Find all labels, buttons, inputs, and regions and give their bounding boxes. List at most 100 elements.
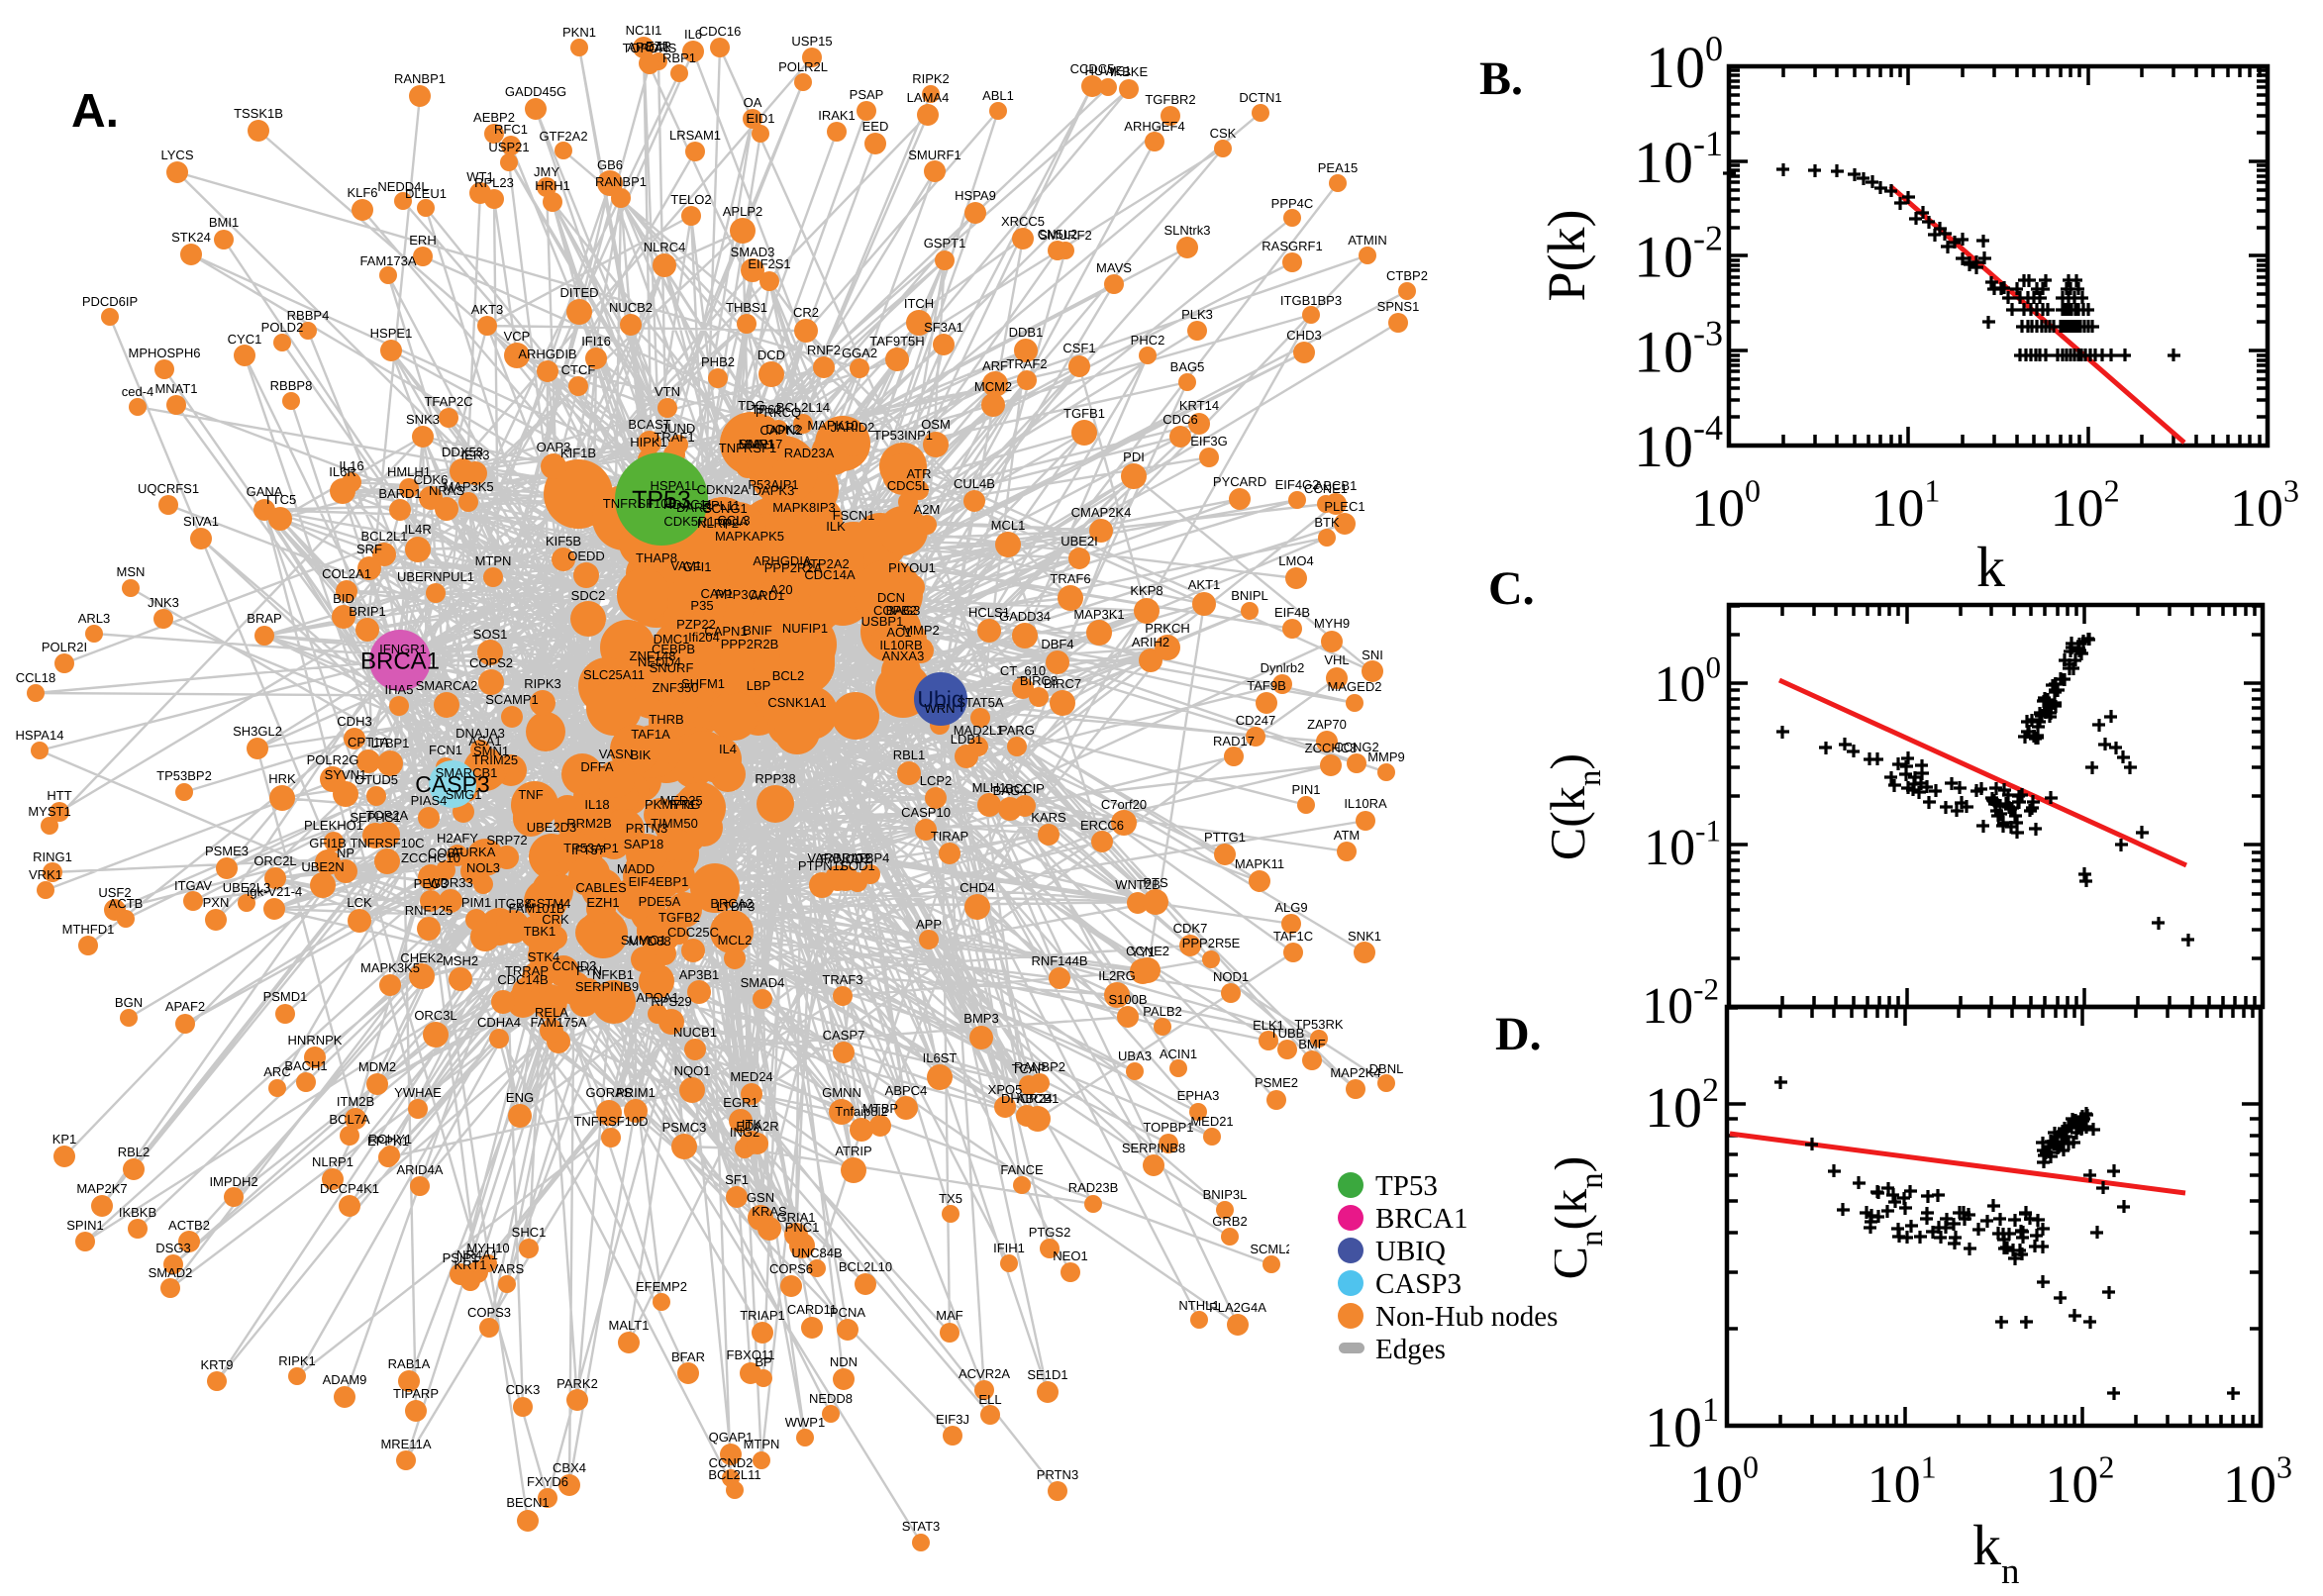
svg-text:NEO1: NEO1: [1053, 1248, 1087, 1263]
svg-text:A20: A20: [769, 582, 792, 597]
svg-text:SLNtrk3: SLNtrk3: [1164, 223, 1211, 238]
svg-text:ERCC6: ERCC6: [1080, 818, 1124, 833]
svg-text:SF1: SF1: [725, 1172, 749, 1187]
svg-text:GSN: GSN: [747, 1190, 774, 1205]
svg-text:TBK1: TBK1: [524, 924, 556, 939]
svg-text:CCNG2: CCNG2: [1334, 740, 1379, 754]
svg-text:AP3B1: AP3B1: [679, 967, 719, 982]
svg-text:BAG3: BAG3: [886, 603, 921, 618]
svg-text:ELK1: ELK1: [1253, 1018, 1284, 1033]
svg-text:LCK: LCK: [347, 895, 372, 910]
svg-text:COBF: COBF: [428, 846, 463, 860]
svg-text:BCAST: BCAST: [628, 417, 670, 432]
svg-text:NTHL1: NTHL1: [1178, 1298, 1219, 1313]
svg-text:CDC6: CDC6: [1162, 412, 1197, 427]
svg-text:ANXA3: ANXA3: [882, 648, 925, 663]
svg-text:HTT: HTT: [47, 788, 71, 803]
svg-text:DMC1: DMC1: [654, 632, 690, 647]
svg-text:TUBB: TUBB: [1270, 1026, 1305, 1041]
svg-text:EIF3G: EIF3G: [1190, 434, 1228, 449]
svg-text:BIRC8: BIRC8: [1020, 673, 1058, 688]
svg-text:PKMYT1: PKMYT1: [645, 797, 696, 812]
svg-text:CSK: CSK: [1210, 126, 1237, 141]
svg-text:HRH1: HRH1: [535, 178, 569, 193]
svg-text:NEDD4: NEDD4: [638, 654, 681, 669]
svg-text:ATP2A2: ATP2A2: [802, 556, 849, 571]
svg-text:ABCB1: ABCB1: [1017, 1091, 1060, 1106]
svg-text:MALT1: MALT1: [609, 1318, 650, 1333]
svg-text:NDN: NDN: [830, 1354, 858, 1369]
svg-text:MTBP: MTBP: [862, 1101, 898, 1116]
svg-text:DCD: DCD: [758, 348, 785, 362]
svg-text:PSMD1: PSMD1: [263, 989, 308, 1004]
svg-text:EIF3J: EIF3J: [936, 1412, 969, 1427]
svg-text:CSF1: CSF1: [1062, 341, 1095, 355]
svg-text:BIK: BIK: [631, 748, 652, 762]
svg-text:LTBP4: LTBP4: [852, 850, 890, 865]
svg-text:EZH1: EZH1: [586, 895, 619, 910]
svg-text:PHC2: PHC2: [1131, 333, 1165, 348]
svg-text:NP: NP: [337, 846, 354, 860]
svg-text:PARG: PARG: [999, 723, 1035, 738]
svg-text:MCL2: MCL2: [718, 933, 753, 948]
svg-text:OTUD5: OTUD5: [354, 772, 398, 787]
svg-text:TP63: TP63: [751, 402, 781, 417]
svg-text:MYH9: MYH9: [1314, 616, 1350, 631]
svg-text:SOS1: SOS1: [473, 627, 508, 642]
svg-text:WNT2B: WNT2B: [1115, 877, 1161, 892]
svg-text:IL16: IL16: [339, 458, 363, 473]
svg-text:IL6: IL6: [684, 27, 702, 42]
svg-text:IKBKB: IKBKB: [119, 1205, 156, 1220]
svg-text:TP53RK: TP53RK: [1294, 1017, 1343, 1032]
svg-text:PNC1: PNC1: [785, 1220, 820, 1235]
svg-text:ORC3L: ORC3L: [414, 1008, 456, 1023]
svg-text:CDK5R1: CDK5R1: [663, 514, 714, 529]
svg-text:ING2: ING2: [730, 1125, 759, 1140]
svg-text:CTBP2: CTBP2: [1386, 268, 1428, 283]
svg-text:MMP17: MMP17: [739, 437, 783, 451]
svg-text:CAPN2: CAPN2: [759, 423, 802, 438]
svg-text:PDI: PDI: [1123, 449, 1145, 464]
svg-text:TOPBP1: TOPBP1: [1143, 1120, 1193, 1135]
svg-text:CDHA4: CDHA4: [477, 1015, 521, 1030]
svg-text:BIRC7: BIRC7: [1044, 676, 1081, 691]
svg-text:DCTN1: DCTN1: [1239, 90, 1281, 105]
svg-text:GFI1B: GFI1B: [309, 836, 347, 850]
svg-text:ACIN1: ACIN1: [1160, 1047, 1197, 1061]
svg-text:SNURF: SNURF: [650, 660, 694, 675]
svg-text:NFKB1: NFKB1: [592, 967, 634, 982]
svg-text:BCL2: BCL2: [772, 668, 805, 683]
svg-text:IFI16: IFI16: [581, 334, 611, 349]
svg-text:SCAMP1: SCAMP1: [485, 692, 538, 707]
svg-text:TCAP: TCAP: [1012, 1061, 1047, 1076]
svg-text:EIF2S1: EIF2S1: [748, 256, 790, 271]
svg-text:PSME3: PSME3: [205, 844, 249, 858]
svg-text:TP53: TP53: [632, 486, 691, 514]
svg-text:EZR: EZR: [646, 39, 671, 53]
svg-text:MAP2K7: MAP2K7: [76, 1181, 127, 1196]
svg-text:CDK7: CDK7: [1173, 921, 1208, 936]
svg-text:CDC25C: CDC25C: [667, 925, 719, 940]
svg-text:IL6R: IL6R: [329, 464, 355, 479]
svg-text:ced-4: ced-4: [122, 384, 154, 399]
svg-text:RPL23: RPL23: [474, 175, 514, 190]
svg-text:PRKCQ: PRKCQ: [756, 405, 801, 420]
svg-text:NEDD8: NEDD8: [809, 1391, 853, 1406]
svg-text:OA: OA: [744, 95, 762, 110]
svg-text:TP53: TP53: [1375, 1170, 1438, 1202]
svg-text:MMP9: MMP9: [1367, 749, 1405, 764]
svg-text:DCCP4K1: DCCP4K1: [320, 1181, 379, 1196]
svg-text:CABLES: CABLES: [575, 880, 627, 895]
svg-text:CDK6: CDK6: [414, 472, 449, 487]
svg-text:B.: B.: [1479, 52, 1523, 105]
svg-text:DBNL: DBNL: [1369, 1061, 1404, 1076]
svg-text:KP1: KP1: [52, 1132, 77, 1147]
svg-text:GMNN: GMNN: [822, 1085, 861, 1100]
svg-text:CYC1: CYC1: [228, 332, 262, 347]
svg-text:NQO1: NQO1: [674, 1063, 711, 1078]
svg-text:HIPK1: HIPK1: [630, 435, 667, 449]
svg-text:PYCARD: PYCARD: [1213, 474, 1266, 489]
svg-text:HCLS1: HCLS1: [968, 605, 1010, 620]
svg-text:BMI1: BMI1: [209, 215, 239, 230]
svg-text:ORC2L: ORC2L: [253, 853, 296, 868]
